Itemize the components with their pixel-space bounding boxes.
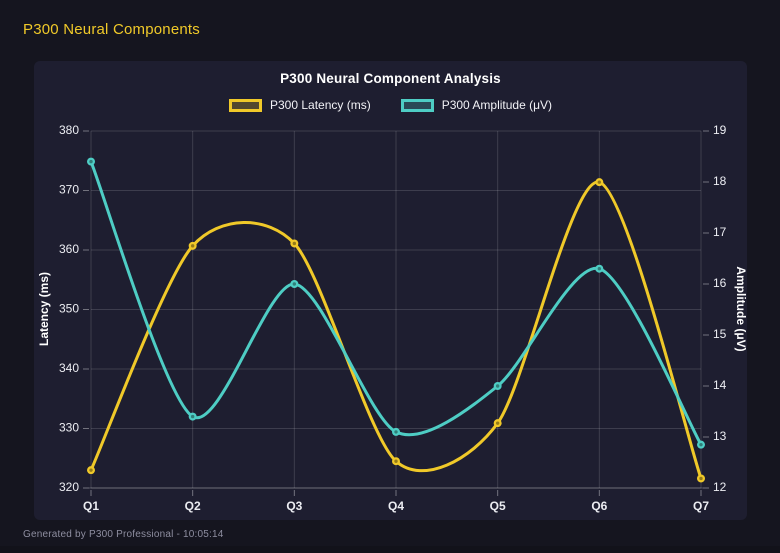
point-center xyxy=(292,282,297,286)
latency-point xyxy=(87,466,95,475)
right-tick-label: 14 xyxy=(713,378,727,392)
point-center xyxy=(597,267,602,271)
x-tick-label: Q6 xyxy=(591,499,607,513)
point-center xyxy=(89,159,93,164)
amplitude-legend-swatch xyxy=(400,98,434,112)
point-center xyxy=(495,421,500,425)
left-axis-title: Latency (ms) xyxy=(37,271,51,347)
point-center xyxy=(89,468,93,472)
left-tick-label: 320 xyxy=(59,480,79,494)
amplitude-point xyxy=(595,264,604,273)
latency-legend-label: P300 Latency (ms) xyxy=(269,98,371,112)
point-center xyxy=(597,180,602,184)
latency-point xyxy=(595,178,604,187)
left-tick-label: 370 xyxy=(59,183,79,197)
point-center xyxy=(495,384,500,388)
point-center xyxy=(292,241,297,246)
latency-point xyxy=(290,239,299,248)
x-tick-label: Q2 xyxy=(185,499,201,513)
left-tick-label: 330 xyxy=(59,421,79,435)
line-chart[interactable]: 320 330 340 350 360 370 380 Q1 Q2 Q3 Q4 Q5 Q6 Q7 12 13 1… xyxy=(34,61,747,520)
x-tick-label: Q1 xyxy=(83,499,99,513)
right-tick-label: 19 xyxy=(713,123,727,137)
x-tick-label: Q7 xyxy=(693,499,709,513)
amplitude-point xyxy=(697,440,705,449)
amplitude-legend-label: P300 Amplitude (μV) xyxy=(441,98,553,112)
right-tick-label: 13 xyxy=(713,429,727,443)
legend-item-amplitude[interactable]: P300 Amplitude (μV) xyxy=(400,98,553,112)
left-tick-label: 340 xyxy=(59,361,79,375)
latency-point xyxy=(188,241,197,250)
latency-point xyxy=(493,419,502,428)
app-title: P300 Neural Components xyxy=(23,21,201,38)
point-center xyxy=(699,442,703,447)
latency-legend-swatch xyxy=(228,98,262,112)
point-center xyxy=(394,430,398,434)
point-center xyxy=(394,459,398,463)
right-tick-label: 15 xyxy=(713,327,727,341)
amplitude-point xyxy=(87,157,95,166)
x-tick-label: Q4 xyxy=(388,499,404,513)
chart-title: P300 Neural Component Analysis xyxy=(280,71,501,86)
chart-card: 320 330 340 350 360 370 380 Q1 Q2 Q3 Q4 Q5 Q6 Q7 12 13 1… xyxy=(34,61,748,520)
right-tick-label: 17 xyxy=(713,225,727,239)
x-tick-label: Q5 xyxy=(490,499,506,513)
bottom-edge xyxy=(0,546,780,553)
amplitude-point xyxy=(188,412,197,421)
left-tick-label: 380 xyxy=(59,123,79,137)
latency-point xyxy=(697,474,705,483)
amplitude-point xyxy=(392,427,400,436)
latency-point xyxy=(392,457,400,466)
left-tick-label: 360 xyxy=(59,242,79,256)
right-axis-title: Amplitude (μV) xyxy=(734,266,748,352)
right-tick-label: 12 xyxy=(713,480,727,494)
x-tick-label: Q3 xyxy=(286,499,302,513)
amplitude-point xyxy=(290,280,299,288)
chart-legend: P300 Latency (ms) P300 Amplitude (μV) xyxy=(34,98,747,112)
left-tick-label: 350 xyxy=(59,302,79,316)
amplitude-point xyxy=(493,382,502,390)
point-center xyxy=(190,244,195,248)
right-tick-label: 16 xyxy=(713,276,727,290)
footer-status-text: Generated by P300 Professional - 10:05:1… xyxy=(23,529,224,540)
point-center xyxy=(699,476,703,481)
point-center xyxy=(190,414,195,419)
right-tick-label: 18 xyxy=(713,174,727,188)
legend-item-latency[interactable]: P300 Latency (ms) xyxy=(228,98,371,112)
